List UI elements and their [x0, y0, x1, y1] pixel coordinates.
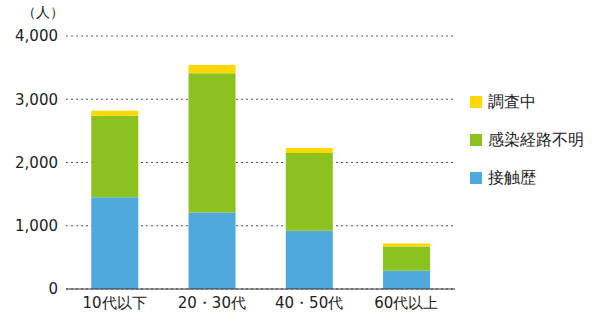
svg-text:10代以下: 10代以下	[83, 294, 147, 312]
svg-text:60代以上: 60代以上	[374, 294, 438, 312]
svg-text:3,000: 3,000	[15, 91, 58, 109]
html-text:調査中: 調査中	[488, 92, 536, 111]
svg-text:0: 0	[48, 280, 58, 298]
html-text:（人）: （人）	[22, 4, 64, 20]
svg-text:40・50代: 40・50代	[275, 294, 343, 312]
svg-text:20・30代: 20・30代	[178, 294, 246, 312]
svg-text:2,000: 2,000	[15, 154, 58, 172]
svg-text:1,000: 1,000	[15, 217, 58, 235]
html-text:接触歴: 接触歴	[488, 168, 536, 187]
svg-text:4,000: 4,000	[15, 27, 58, 45]
html-text:感染経路不明: 感染経路不明	[488, 130, 584, 149]
